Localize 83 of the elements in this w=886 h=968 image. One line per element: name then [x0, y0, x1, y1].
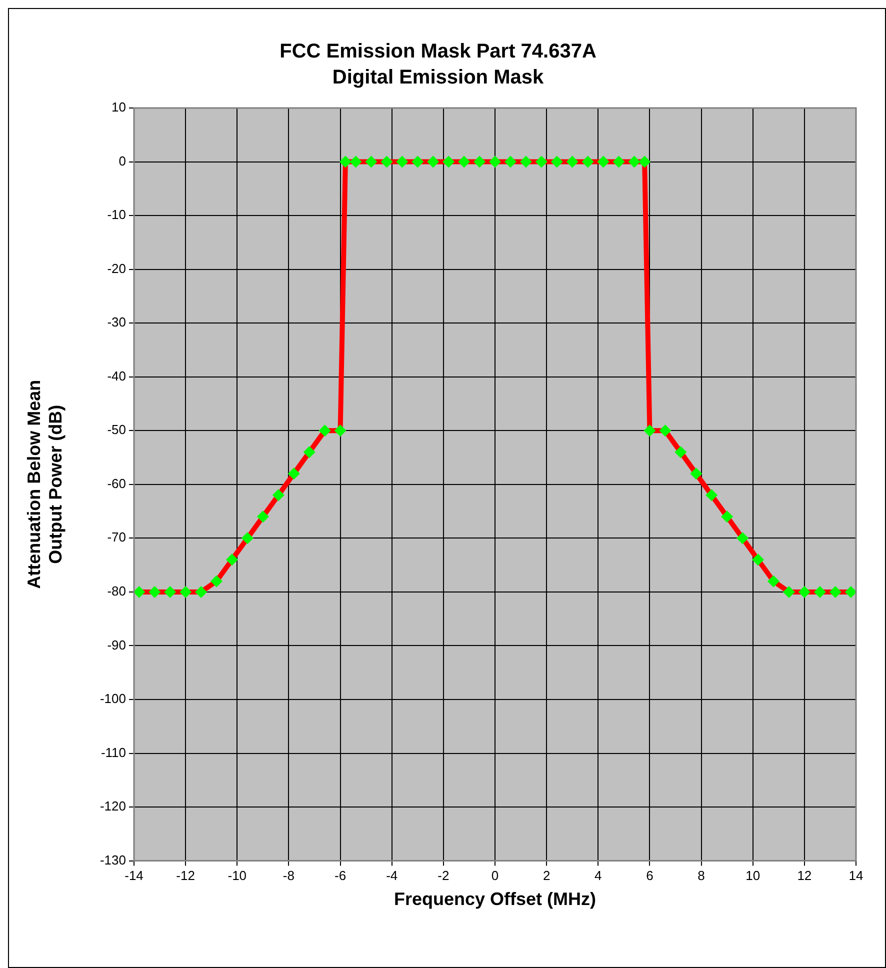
point [396, 156, 408, 168]
point [180, 586, 192, 598]
point [706, 489, 718, 502]
chart-title: FCC Emission Mask Part 74.637A [280, 40, 596, 63]
point [148, 586, 161, 598]
point [638, 156, 651, 168]
chart-subtitle: Digital Emission Mask [332, 66, 544, 89]
point [582, 156, 594, 168]
y-tick-label: -100 [100, 691, 126, 706]
point [520, 156, 532, 168]
point [767, 575, 780, 588]
point [226, 554, 238, 566]
point [427, 156, 440, 168]
y-tick-label: 0 [118, 153, 126, 168]
point [272, 489, 284, 502]
y-tick-label: -40 [107, 368, 126, 384]
x-tick-label: -6 [334, 868, 346, 884]
point [829, 586, 842, 598]
point [550, 156, 563, 168]
point [628, 156, 640, 168]
y-tick-label: -30 [107, 314, 126, 330]
x-tick-label: 10 [746, 868, 760, 884]
point [288, 468, 300, 480]
point [489, 156, 501, 168]
point [164, 586, 176, 598]
y-tick-label: -70 [107, 530, 126, 545]
y-tick-label: -120 [100, 798, 126, 814]
x-tick-label: -14 [124, 868, 144, 884]
x-tick-label: 6 [646, 868, 654, 884]
y-tick-label: -90 [107, 637, 126, 652]
point [814, 586, 826, 598]
point [365, 156, 378, 168]
x-tick-label: -12 [176, 868, 195, 884]
point [241, 532, 254, 544]
x-tick-label: -4 [386, 868, 398, 884]
point [339, 156, 352, 168]
point [644, 424, 656, 437]
y-tick-label: -130 [100, 852, 126, 868]
y-tick-label: -80 [107, 584, 126, 599]
x-tick-label: 12 [797, 868, 812, 884]
x-tick-label: 14 [848, 868, 864, 884]
point [674, 446, 687, 458]
y-tick-label: -110 [100, 744, 126, 760]
x-tick-label: 0 [491, 868, 499, 884]
point [256, 510, 269, 523]
point [659, 424, 672, 437]
point [566, 156, 578, 168]
x-tick-label: 2 [542, 868, 550, 884]
x-tick-label: -8 [282, 868, 294, 884]
x-tick-label: 8 [698, 868, 705, 884]
point [721, 510, 734, 523]
point [844, 586, 856, 598]
y-tick-label: 10 [112, 100, 126, 115]
point [782, 586, 795, 598]
point [752, 554, 764, 566]
point [458, 156, 470, 168]
point [504, 156, 516, 168]
point [350, 156, 362, 168]
y-tick-label: -60 [107, 476, 126, 491]
point [597, 156, 610, 168]
point [736, 532, 749, 544]
point [798, 586, 810, 598]
y-tick-label: -10 [107, 207, 126, 222]
point [303, 446, 316, 458]
point [535, 156, 548, 168]
x-tick-label: 4 [594, 868, 602, 884]
x-axis-title: Frequency Offset (MHz) [394, 889, 596, 910]
point [318, 424, 331, 437]
x-tick-label: -2 [438, 868, 450, 884]
point [334, 424, 346, 437]
point [412, 156, 424, 168]
point [690, 468, 702, 480]
point [442, 156, 455, 168]
x-tick-label: -10 [228, 868, 247, 884]
point [380, 156, 393, 168]
point [210, 575, 223, 588]
point [474, 156, 486, 168]
y-tick-label: -20 [107, 260, 126, 276]
point [134, 586, 146, 598]
point [195, 586, 208, 598]
point [612, 156, 625, 168]
y-tick-label: -50 [107, 422, 126, 438]
y-axis-title: Attenuation Below Mean Output Power (dB) [24, 380, 66, 589]
